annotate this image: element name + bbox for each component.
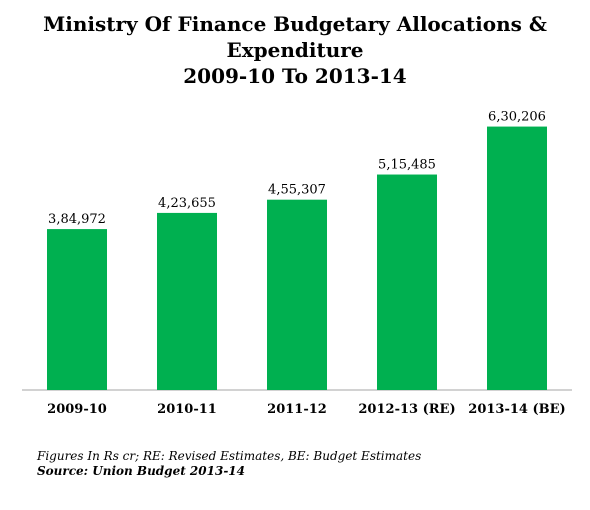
- x-tick-label: 2012-13 (RE): [358, 402, 455, 417]
- x-tick-label: 2011-12: [267, 402, 327, 417]
- x-tick-label: 2010-11: [157, 402, 217, 417]
- footer-note: Figures In Rs cr; RE: Revised Estimates,…: [37, 449, 422, 463]
- data-label: 4,55,307: [268, 183, 326, 198]
- data-label: 6,30,206: [488, 110, 546, 125]
- data-label: 5,15,485: [378, 158, 436, 173]
- data-label: 4,23,655: [158, 196, 216, 211]
- footer-source: Source: Union Budget 2013-14: [37, 464, 246, 478]
- chart-title-line-1: Ministry Of Finance Budgetary Allocation…: [43, 12, 547, 36]
- x-tick-label: 2009-10: [47, 402, 107, 417]
- chart-title-line-2: Expenditure: [226, 38, 364, 62]
- x-tick-label: 2013-14 (BE): [468, 402, 565, 417]
- bar-2009-10: [47, 229, 107, 390]
- chart-title-line-3: 2009-10 To 2013-14: [183, 64, 407, 88]
- bar-2010-11: [157, 212, 217, 390]
- data-label: 3,84,972: [48, 212, 106, 227]
- bar-2013-14-BE: [487, 126, 547, 391]
- bar-2011-12: [267, 199, 327, 390]
- bar-2012-13-RE: [377, 174, 437, 390]
